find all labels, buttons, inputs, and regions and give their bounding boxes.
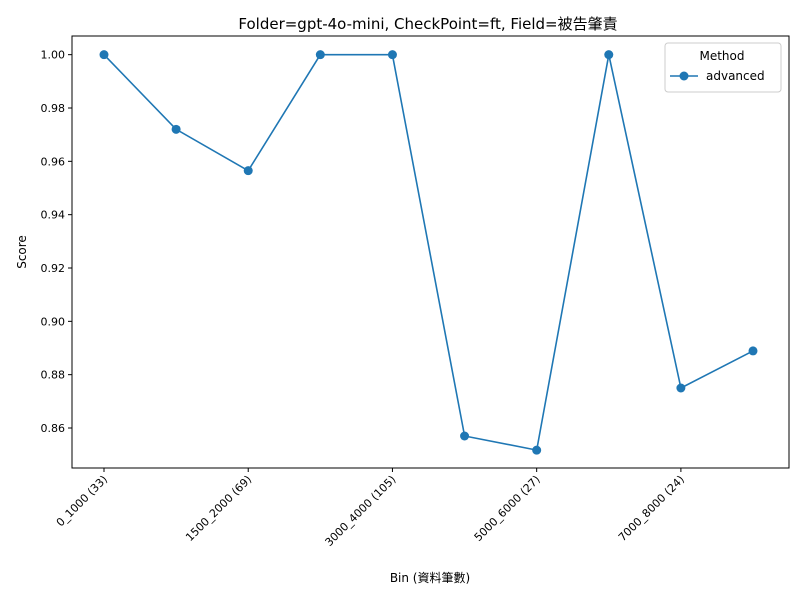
y-tick-label: 0.96 bbox=[41, 155, 66, 168]
legend: Method advanced bbox=[664, 42, 782, 93]
y-tick-label: 0.98 bbox=[41, 102, 66, 115]
legend-box bbox=[664, 42, 782, 93]
data-point bbox=[243, 166, 253, 176]
data-point bbox=[532, 445, 542, 455]
y-tick-label: 0.90 bbox=[41, 315, 66, 328]
data-point bbox=[748, 346, 758, 356]
y-tick-label: 0.94 bbox=[41, 209, 66, 222]
y-tick-label: 0.86 bbox=[41, 422, 66, 435]
data-point bbox=[99, 50, 109, 60]
data-point bbox=[460, 431, 470, 441]
legend-marker-advanced bbox=[679, 71, 689, 81]
series-line-advanced bbox=[103, 53, 754, 452]
y-tick-label: 0.92 bbox=[41, 262, 66, 275]
data-point bbox=[676, 383, 686, 393]
legend-title: Method bbox=[699, 49, 744, 63]
legend-label-advanced: advanced bbox=[706, 69, 765, 83]
plot-frame bbox=[71, 35, 790, 469]
chart-title: Folder=gpt-4o-mini, CheckPoint=ft, Field… bbox=[238, 15, 617, 33]
y-axis-label: Score bbox=[15, 235, 29, 269]
data-point bbox=[171, 124, 181, 134]
x-axis-label: Bin (資料筆數) bbox=[390, 571, 470, 585]
data-point bbox=[315, 50, 325, 60]
y-tick-label: 1.00 bbox=[41, 49, 66, 62]
data-point bbox=[387, 50, 397, 60]
series-layer bbox=[99, 50, 758, 455]
data-point bbox=[604, 50, 614, 60]
y-tick-label: 0.88 bbox=[41, 369, 66, 382]
y-axis-ticks: 0.86 0.88 0.90 0.92 0.94 0.96 0.98 1.00 bbox=[41, 49, 72, 435]
